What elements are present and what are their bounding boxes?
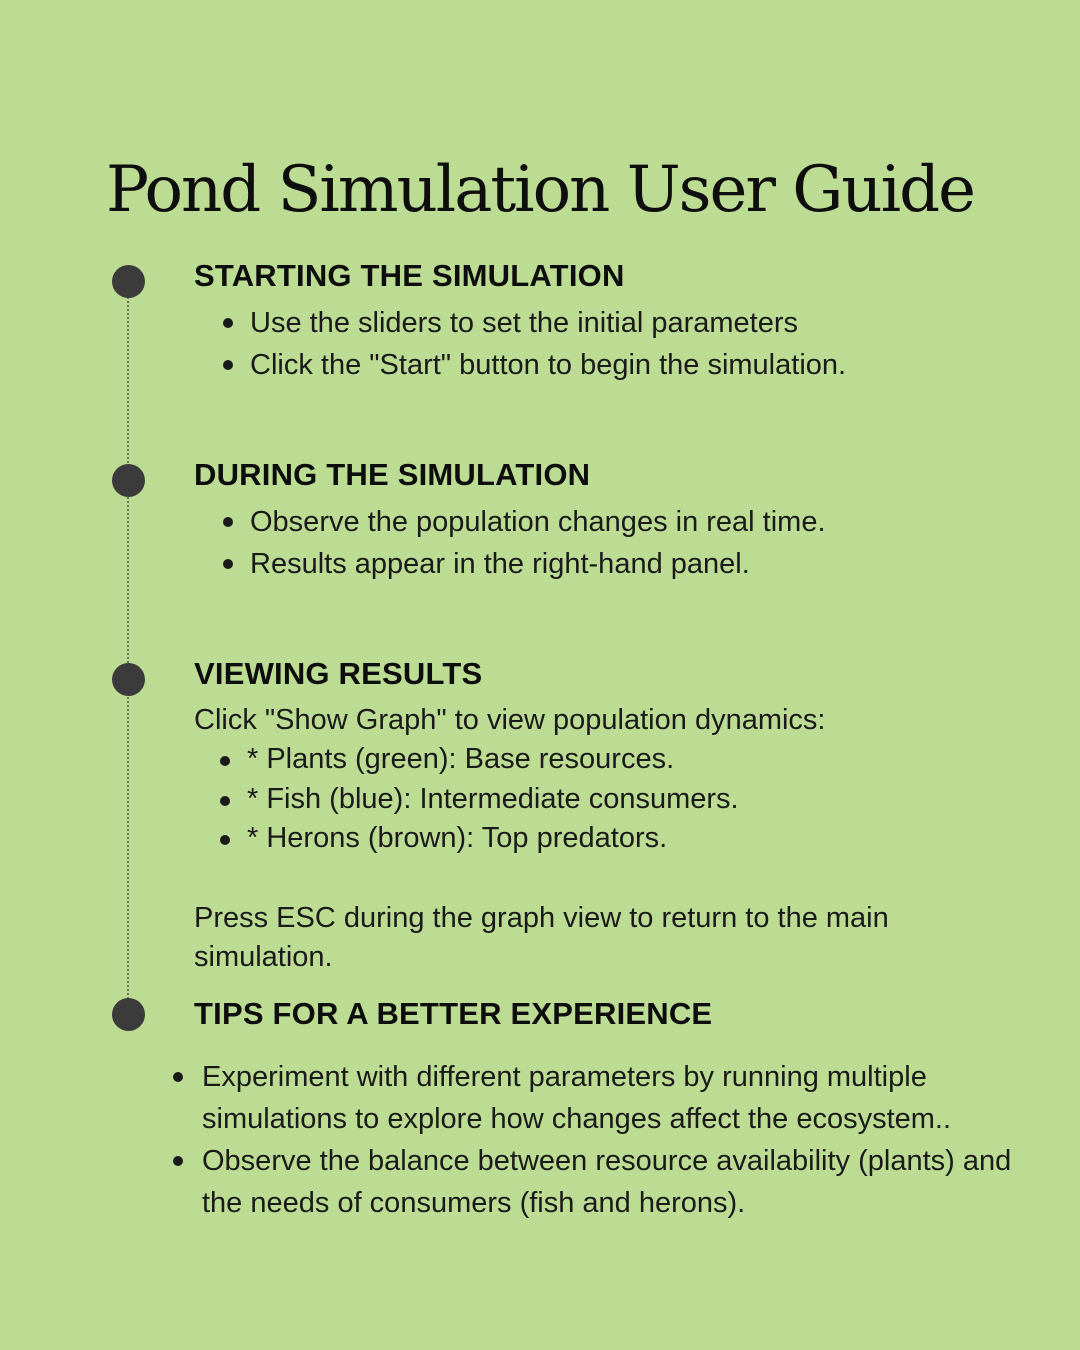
section-heading: DURING THE SIMULATION bbox=[194, 457, 591, 492]
bullet-list: Observe the population changes in real t… bbox=[194, 501, 1054, 585]
section-tips: TIPS FOR A BETTER EXPERIENCE bbox=[194, 996, 1054, 1032]
list-item: Observe the balance between resource ava… bbox=[168, 1140, 1048, 1224]
tips-bullet-list: Experiment with different parameters by … bbox=[168, 1056, 1048, 1224]
section-viewing-results: VIEWING RESULTS Click "Show Graph" to vi… bbox=[194, 656, 1054, 977]
list-item: * Fish (blue): Intermediate consumers. bbox=[194, 780, 1054, 820]
list-item: Results appear in the right-hand panel. bbox=[194, 543, 1054, 585]
timeline-connector bbox=[127, 282, 129, 1014]
section-during: DURING THE SIMULATION Observe the popula… bbox=[194, 457, 1054, 585]
section-heading: VIEWING RESULTS bbox=[194, 656, 483, 691]
section-heading: STARTING THE SIMULATION bbox=[194, 258, 625, 293]
section-starting: STARTING THE SIMULATION Use the sliders … bbox=[194, 258, 1054, 386]
timeline-dot-3 bbox=[112, 663, 145, 696]
list-item: * Plants (green): Base resources. bbox=[194, 740, 1054, 780]
list-item: Use the sliders to set the initial param… bbox=[194, 302, 1054, 344]
timeline-dot-4 bbox=[112, 998, 145, 1031]
list-item: * Herons (brown): Top predators. bbox=[194, 819, 1054, 859]
list-item: Observe the population changes in real t… bbox=[194, 501, 1054, 543]
bullet-list: * Plants (green): Base resources. * Fish… bbox=[194, 740, 1054, 859]
list-item: Experiment with different parameters by … bbox=[168, 1056, 1048, 1140]
bullet-list: Use the sliders to set the initial param… bbox=[194, 302, 1054, 386]
section-intro: Click "Show Graph" to view population dy… bbox=[194, 704, 826, 736]
timeline-dot-2 bbox=[112, 464, 145, 497]
page-title: Pond Simulation User Guide bbox=[106, 152, 976, 227]
list-item: Click the "Start" button to begin the si… bbox=[194, 344, 1054, 386]
section-heading: TIPS FOR A BETTER EXPERIENCE bbox=[194, 996, 713, 1031]
section-note: Press ESC during the graph view to retur… bbox=[194, 901, 889, 973]
timeline-dot-1 bbox=[112, 265, 145, 298]
